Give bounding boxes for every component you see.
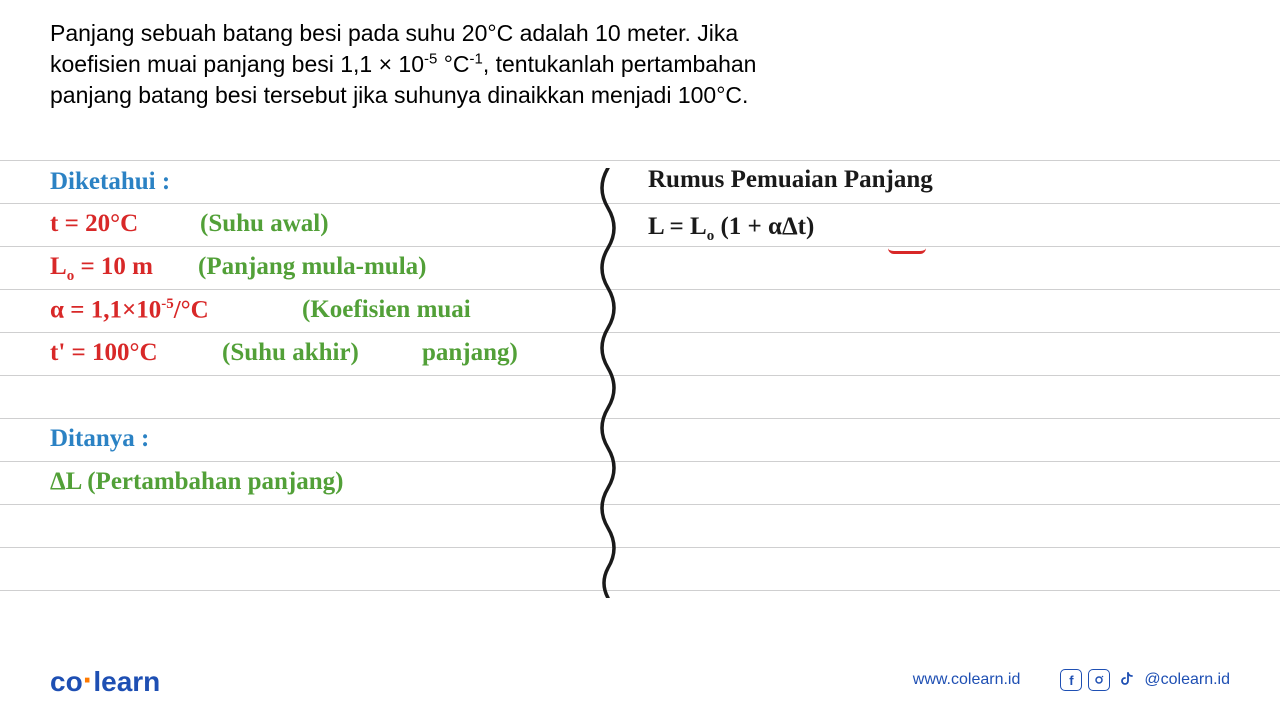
red-underline-mark xyxy=(888,248,926,254)
logo-learn: learn xyxy=(93,666,160,697)
ruled-line xyxy=(0,203,1280,204)
handwritten-text: α = 1,1×10-5/°C xyxy=(50,296,209,324)
handwritten-text: t = 20°C xyxy=(50,210,138,238)
ruled-line xyxy=(0,375,1280,376)
handwritten-text: L = Lo (1 + αΔt) xyxy=(648,213,814,245)
brand-logo: co·learn xyxy=(50,662,160,699)
logo-dot: · xyxy=(83,662,94,698)
handwritten-text: (Panjang mula-mula) xyxy=(198,253,426,281)
handwritten-text: panjang) xyxy=(422,339,518,367)
instagram-icon xyxy=(1088,669,1110,691)
social-handle-text: @colearn.id xyxy=(1144,671,1230,689)
ruled-line xyxy=(0,504,1280,505)
ruled-line xyxy=(0,246,1280,247)
ruled-line xyxy=(0,461,1280,462)
social-handles: f @colearn.id xyxy=(1060,669,1230,691)
question-content: Panjang sebuah batang besi pada suhu 20°… xyxy=(50,20,756,108)
ruled-line xyxy=(0,418,1280,419)
wavy-divider xyxy=(588,168,628,598)
handwritten-text: Rumus Pemuaian Panjang xyxy=(648,166,933,194)
handwritten-text: (Suhu awal) xyxy=(200,210,329,238)
website-url: www.colearn.id xyxy=(913,671,1021,689)
handwritten-text: ΔL (Pertambahan panjang) xyxy=(50,468,343,496)
ruled-line xyxy=(0,332,1280,333)
handwritten-text: Lo = 10 m xyxy=(50,253,153,285)
footer: co·learn www.colearn.id f @colearn.id xyxy=(0,660,1280,700)
ruled-line xyxy=(0,289,1280,290)
logo-co: co xyxy=(50,666,83,697)
ruled-lines xyxy=(0,160,1280,633)
handwritten-text: Diketahui : xyxy=(50,168,170,196)
ruled-line xyxy=(0,160,1280,161)
footer-right: www.colearn.id f @colearn.id xyxy=(913,669,1230,691)
handwritten-text: t' = 100°C xyxy=(50,339,158,367)
handwritten-text: (Koefisien muai xyxy=(302,296,471,324)
question-text: Panjang sebuah batang besi pada suhu 20°… xyxy=(50,18,790,111)
tiktok-icon xyxy=(1116,669,1138,691)
ruled-line xyxy=(0,547,1280,548)
handwritten-text: (Suhu akhir) xyxy=(222,339,359,367)
ruled-line xyxy=(0,590,1280,591)
handwritten-text: Ditanya : xyxy=(50,425,149,453)
facebook-icon: f xyxy=(1060,669,1082,691)
